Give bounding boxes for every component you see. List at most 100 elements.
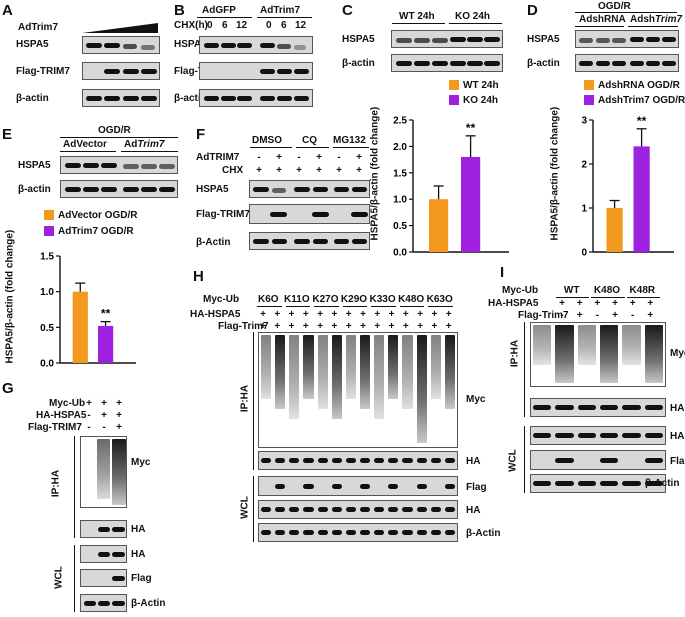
- panel-h-row-ha-ip: HA: [466, 456, 481, 467]
- panel-h-header: K6O++++-+K11O++++-+K27O++++-+K29O++++-+K…: [257, 294, 462, 344]
- sign: +: [116, 422, 122, 433]
- band: [331, 458, 342, 463]
- sign: +: [647, 298, 654, 309]
- panel-b-row-actin: β-actin: [174, 93, 207, 104]
- panel-g-row-actin: β-Actin: [131, 598, 166, 609]
- panel-i-letter: I: [500, 264, 505, 281]
- sign: +: [316, 165, 322, 176]
- sign: +: [559, 298, 565, 309]
- sign: +: [116, 398, 122, 409]
- panel-h-cond: Flag-Trim7: [218, 321, 269, 332]
- band: [555, 458, 574, 463]
- band: [402, 530, 413, 535]
- ub-variant-label: WT: [563, 285, 580, 296]
- panel-i-row-flag: Flag: [670, 456, 685, 467]
- sign: +: [576, 310, 583, 321]
- ub-variant-label: K48O: [593, 285, 621, 296]
- panel-e-row-actin: β-actin: [18, 184, 51, 195]
- panel-c-letter: C: [342, 2, 353, 19]
- ubiquitin-smear: [416, 335, 427, 443]
- sign: +: [356, 152, 362, 163]
- panel-c-blot-actin: [391, 54, 503, 72]
- sign: +: [86, 398, 92, 409]
- band: [533, 433, 552, 438]
- band: [430, 507, 441, 512]
- panel-g-row-myc: Myc: [131, 457, 151, 468]
- sign: +: [101, 410, 107, 421]
- band: [275, 484, 286, 489]
- band: [600, 405, 619, 410]
- band: [374, 507, 385, 512]
- panel-e-row-hspa5: HSPA5: [18, 160, 51, 171]
- band: [430, 458, 441, 463]
- panel-i-header: WT + + - + K48O + + - + K48R + + - +: [556, 285, 668, 325]
- band: [331, 530, 342, 535]
- panel-a-row-actin: β-actin: [16, 93, 49, 104]
- band: [275, 458, 286, 463]
- panel-b-time: 6: [281, 20, 287, 31]
- sign: +: [274, 309, 281, 320]
- group-underline: [314, 306, 339, 307]
- band: [444, 484, 455, 489]
- panel-a-letter: A: [2, 2, 13, 19]
- sign: +: [612, 310, 618, 321]
- panel-e-chart: 0.0 0.5 1.0 1.5 **: [40, 252, 136, 369]
- sign: -: [87, 422, 91, 433]
- panel-g-blot-ha: [80, 520, 127, 538]
- panel-e-blot-hspa5: [60, 156, 178, 174]
- panel-e-legend-2: AdTrim7 OGD/R: [44, 226, 134, 237]
- sign: +: [402, 309, 409, 320]
- significance-label: **: [101, 307, 111, 321]
- ub-mutant-label: K6O: [258, 294, 279, 305]
- panel-b-blot-hspa5: [199, 36, 313, 54]
- band: [275, 530, 286, 535]
- panel-f-signs: - + - + - + + + + + + +: [250, 152, 370, 176]
- sign: +: [317, 309, 324, 320]
- y-tick-label: 2: [581, 160, 587, 171]
- ubiquitin-smear: [331, 335, 342, 419]
- panel-e-letter: E: [2, 126, 13, 143]
- sign: +: [345, 309, 352, 320]
- panel-c-row-actin: β-actin: [342, 58, 375, 69]
- ubiquitin-smear: [303, 335, 314, 399]
- band: [261, 458, 272, 463]
- panel-a-wedge: [82, 23, 158, 33]
- ubiquitin-smear: [317, 335, 328, 409]
- sign: +: [276, 165, 282, 176]
- band: [331, 507, 342, 512]
- panel-h-cond: HA-HSPA5: [190, 309, 241, 320]
- band: [261, 530, 272, 535]
- panel-f-letter: F: [196, 126, 206, 143]
- panel-e-blot-actin: [60, 180, 178, 198]
- sign: +: [296, 165, 302, 176]
- panel-a-treatment: AdTrim7: [18, 22, 59, 33]
- band: [416, 484, 427, 489]
- group-underline: [371, 306, 396, 307]
- ub-mutant-label: K11O: [284, 294, 310, 305]
- panel-e-group-2: AdTrim7: [124, 139, 165, 150]
- ub-mutant-label: K63O: [426, 294, 453, 305]
- sign: +: [445, 321, 452, 332]
- panel-e-ylabel: HSPA5/β-actin (fold change): [4, 229, 16, 364]
- panel-b-time: 12: [295, 20, 307, 31]
- panel-b-row-hspa5: HSPA5: [174, 39, 207, 50]
- panel-f-group: MG132: [333, 135, 366, 146]
- panel-d-group-1: AdshRNA: [579, 14, 626, 25]
- ubiquitin-smear: [388, 335, 399, 399]
- band: [388, 507, 399, 512]
- band: [644, 433, 663, 438]
- band: [416, 507, 427, 512]
- panel-h-blot-flag: [258, 476, 458, 496]
- group-underline: [626, 297, 660, 298]
- sign: +: [331, 321, 338, 332]
- band: [360, 530, 371, 535]
- band: [317, 530, 328, 535]
- sign: +: [276, 152, 282, 163]
- panel-c-chart: 0.0 0.5 1.0 1.5 2.0 2.5 **: [393, 116, 509, 258]
- band: [303, 458, 314, 463]
- band: [555, 481, 574, 486]
- panel-b-time: 0: [207, 20, 213, 31]
- band: [317, 507, 328, 512]
- sign: +: [316, 152, 322, 163]
- panel-g-row-ha-ip: HA: [131, 524, 146, 535]
